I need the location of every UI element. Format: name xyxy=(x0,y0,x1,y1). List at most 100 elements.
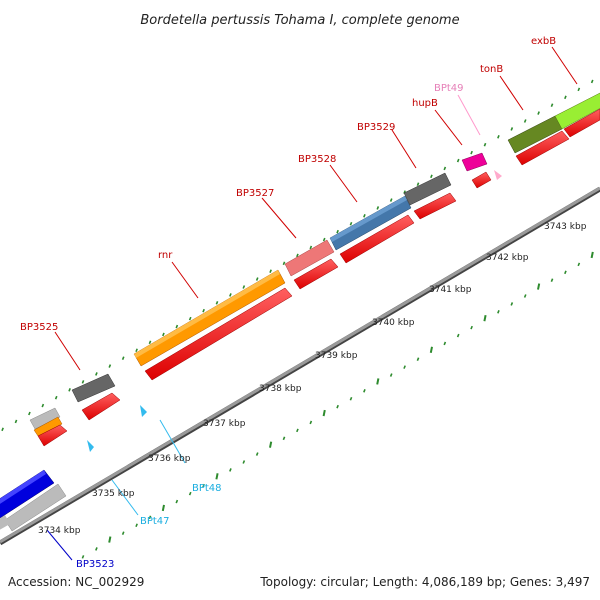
minor-tick-mark xyxy=(135,348,138,353)
tick-label-3739: 3739 kbp xyxy=(315,351,358,361)
map-title: Bordetella pertussis Tohama I, complete … xyxy=(140,13,459,28)
gene-bar-bp3523-region xyxy=(0,469,55,519)
minor-tick-mark xyxy=(121,531,125,535)
tick-label-3735: 3735 kbp xyxy=(92,489,135,499)
gene-label-hupb: hupB xyxy=(412,98,438,109)
major-tick-mark xyxy=(537,283,541,290)
minor-tick-mark xyxy=(175,324,179,329)
major-tick-mark xyxy=(161,504,165,512)
minor-tick-mark xyxy=(349,221,353,226)
minor-tick-mark xyxy=(242,460,246,464)
gene-bar-small-grey xyxy=(29,407,63,437)
minor-tick-mark xyxy=(296,253,299,258)
minor-tick-mark xyxy=(322,237,326,242)
gene-label-bpt48: BPt48 xyxy=(192,483,222,494)
major-tick-mark xyxy=(108,536,112,543)
gene-bar-rnr xyxy=(133,269,286,367)
minor-tick-mark xyxy=(443,166,447,171)
minor-tick-mark xyxy=(523,294,527,298)
minor-tick-mark xyxy=(255,277,259,281)
minor-tick-mark xyxy=(403,365,406,369)
major-tick-mark xyxy=(322,409,326,417)
trna-markers xyxy=(87,170,502,452)
minor-tick-mark xyxy=(537,111,540,115)
minor-tick-mark xyxy=(336,229,339,234)
gene-label-bp3523: BP3523 xyxy=(76,559,114,570)
tick-label-3742: 3742 kbp xyxy=(486,253,529,263)
minor-tick-mark xyxy=(41,403,45,408)
gene-bar-bp3528 xyxy=(329,195,412,251)
tick-dot-tracks xyxy=(1,79,594,559)
minor-tick-mark xyxy=(188,491,192,496)
minor-tick-mark xyxy=(577,262,581,267)
minor-tick-mark xyxy=(510,127,514,131)
genome-backbone xyxy=(0,186,600,546)
minor-tick-mark xyxy=(229,468,232,472)
tick-label-3736: 3736 kbp xyxy=(148,454,191,464)
gene-label-exbb: exbB xyxy=(531,36,556,47)
gene-bar-grey-lower xyxy=(0,483,67,532)
gene-bar-bp3525 xyxy=(71,373,116,403)
minor-tick-mark xyxy=(456,158,460,163)
gene-label-bpt47: BPt47 xyxy=(140,516,170,527)
minor-tick-mark xyxy=(269,269,272,273)
major-tick-mark xyxy=(215,473,219,480)
gene-bar-bp3527 xyxy=(284,239,335,277)
topology-summary: Topology: circular; Length: 4,086,189 bp… xyxy=(259,575,590,589)
minor-tick-mark xyxy=(564,270,567,275)
tick-label-3743: 3743 kbp xyxy=(544,222,587,232)
minor-tick-mark xyxy=(148,515,152,520)
minor-tick-mark xyxy=(202,308,205,313)
minor-tick-mark xyxy=(28,411,31,416)
minor-tick-mark xyxy=(95,547,98,551)
tick-label-3741: 3741 kbp xyxy=(429,285,472,295)
minor-tick-mark xyxy=(336,404,339,409)
minor-tick-mark xyxy=(229,293,232,297)
minor-tick-mark xyxy=(81,380,85,384)
minor-tick-mark xyxy=(282,261,286,266)
minor-tick-mark xyxy=(349,396,353,401)
minor-tick-mark xyxy=(389,373,393,377)
minor-tick-mark xyxy=(68,387,71,392)
minor-tick-mark xyxy=(242,285,246,289)
accession-text: Accession: NC_002929 xyxy=(8,575,144,589)
minor-tick-mark xyxy=(416,182,420,187)
minor-tick-mark xyxy=(523,119,527,123)
gene-bar-exbb xyxy=(554,92,600,130)
minor-tick-mark xyxy=(162,332,165,337)
minor-tick-mark xyxy=(389,198,393,202)
gene-label-bp3529: BP3529 xyxy=(357,122,395,133)
minor-tick-mark xyxy=(510,302,514,306)
minor-tick-mark xyxy=(376,206,380,210)
minor-tick-mark xyxy=(175,499,179,504)
minor-tick-mark xyxy=(81,555,85,559)
minor-tick-mark xyxy=(443,341,447,346)
minor-tick-mark xyxy=(188,316,192,321)
gene-bar-hupb xyxy=(461,152,488,172)
minor-tick-mark xyxy=(430,174,433,179)
minor-tick-mark xyxy=(121,356,125,360)
minor-tick-mark xyxy=(483,142,487,147)
minor-tick-mark xyxy=(363,389,366,393)
gene-bar-bp3529 xyxy=(403,172,452,206)
tick-label-3738: 3738 kbp xyxy=(259,384,302,394)
gene-label-tonb: tonB xyxy=(480,64,503,75)
minor-tick-mark xyxy=(550,278,554,282)
minor-tick-mark xyxy=(456,333,460,338)
gene-label-bp3528: BP3528 xyxy=(298,154,336,165)
gene-label-bpt49: BPt49 xyxy=(434,83,464,94)
major-tick-mark xyxy=(590,251,594,259)
gene-label-bp3525: BP3525 xyxy=(20,322,58,333)
minor-tick-mark xyxy=(309,245,313,250)
tick-label-3737: 3737 kbp xyxy=(203,419,246,429)
tick-label-3740: 3740 kbp xyxy=(372,318,415,328)
minor-tick-mark xyxy=(363,214,366,218)
gene-label-rnr: rnr xyxy=(158,250,173,261)
cds-arrows xyxy=(37,108,600,447)
gene-label-bp3527: BP3527 xyxy=(236,188,274,199)
minor-tick-mark xyxy=(296,428,299,433)
minor-tick-mark xyxy=(590,79,594,84)
minor-tick-mark xyxy=(577,87,581,92)
minor-tick-mark xyxy=(282,436,286,441)
